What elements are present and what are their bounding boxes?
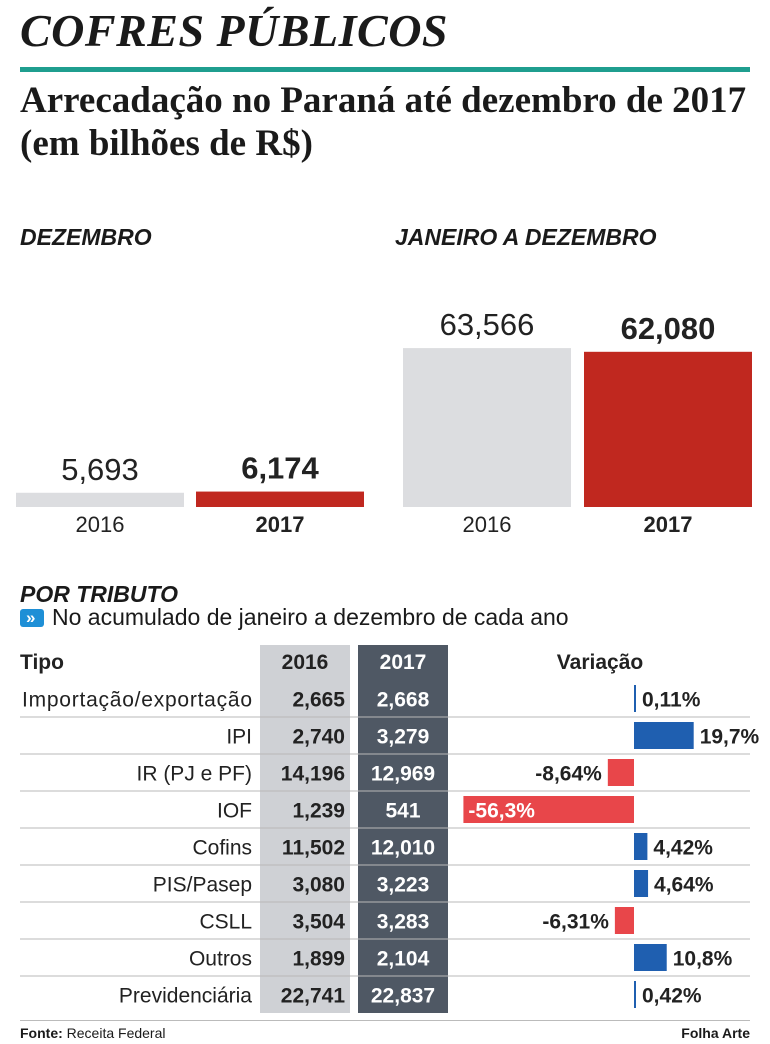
double-chevron-icon: [20, 608, 44, 627]
section-label-dezembro: DEZEMBRO: [20, 224, 152, 250]
row-value-2017: 2,104: [377, 948, 430, 971]
value-label: 5,693: [61, 452, 139, 487]
credit: Folha Arte: [681, 1025, 750, 1041]
source-value: Receita Federal: [66, 1025, 166, 1041]
value-label: 63,566: [440, 307, 535, 342]
category-label: 2016: [463, 512, 512, 537]
accent-rule: [20, 67, 750, 72]
variation-label: -56,3%: [468, 800, 535, 823]
variation-bar: [614, 907, 634, 934]
variation-label: 0,11%: [642, 689, 701, 712]
category-label: 2017: [256, 512, 305, 537]
value-label: 6,174: [241, 451, 319, 486]
row-value-2016: 3,080: [292, 874, 345, 897]
row-value-2017: 3,283: [377, 911, 430, 934]
bar-jan-dez-2016: [403, 348, 571, 507]
variation-label: 19,7%: [700, 726, 760, 749]
row-tipo: IOF: [217, 800, 252, 823]
column-2016-bg: [260, 645, 350, 1013]
row-tipo: PIS/Pasep: [153, 874, 252, 897]
row-value-2016: 14,196: [281, 763, 345, 786]
header-variacao: Variação: [557, 651, 643, 674]
bar-dezembro-2016: [16, 492, 184, 507]
variation-bar: [634, 981, 636, 1008]
row-tipo: Importação/exportação: [22, 689, 252, 712]
variation-label: 10,8%: [673, 948, 733, 971]
row-value-2017: 12,010: [371, 837, 435, 860]
variation-bar: [634, 833, 648, 860]
row-value-2016: 22,741: [281, 985, 346, 1008]
bar-jan-dez-2017: [584, 351, 752, 507]
header-tipo: Tipo: [20, 651, 64, 674]
source-line: Fonte: Receita Federal: [20, 1023, 165, 1043]
bar-dezembro-2017: [196, 491, 364, 507]
variation-label: 0,42%: [642, 985, 702, 1008]
footer: Fonte: Receita Federal Folha Arte: [20, 1020, 750, 1041]
value-label: 62,080: [621, 311, 716, 346]
variation-label: 4,42%: [653, 837, 713, 860]
variation-label: 4,64%: [654, 874, 714, 897]
category-label: 2016: [76, 512, 125, 537]
variation-bar: [634, 722, 694, 749]
row-value-2016: 11,502: [282, 837, 345, 860]
variation-bar: [634, 870, 649, 897]
category-label: 2017: [644, 512, 693, 537]
source-label: Fonte:: [20, 1025, 63, 1041]
bar-charts: 5,693 2016 6,174 2017 63,566 2016 62,080 2017: [16, 307, 752, 537]
chart-title: Arrecadação no Paraná até dezembro de 20…: [20, 80, 747, 164]
row-tipo: Outros: [189, 948, 252, 971]
variation-label: -8,64%: [535, 763, 602, 786]
row-value-2017: 12,969: [371, 763, 435, 786]
variation-bar: [607, 759, 634, 786]
header-2017: 2017: [380, 651, 427, 674]
row-value-2016: 3,504: [292, 911, 345, 934]
row-tipo: Previdenciária: [119, 985, 252, 1008]
row-value-2017: 3,279: [377, 726, 430, 749]
header-2016: 2016: [282, 651, 329, 674]
row-value-2017: 2,668: [377, 689, 430, 712]
row-value-2016: 2,740: [292, 726, 345, 749]
table-note-text: No acumulado de janeiro a dezembro de ca…: [52, 604, 569, 630]
table-note: No acumulado de janeiro a dezembro de ca…: [20, 604, 569, 632]
variation-label: -6,31%: [542, 911, 609, 934]
row-value-2017: 22,837: [371, 985, 435, 1008]
row-value-2016: 1,899: [292, 948, 345, 971]
row-tipo: IPI: [226, 726, 252, 749]
row-value-2016: 1,239: [292, 800, 345, 823]
row-tipo: IR (PJ e PF): [136, 763, 252, 786]
row-value-2016: 2,665: [292, 689, 345, 712]
section-label-por-tributo: POR TRIBUTO: [20, 581, 179, 607]
variation-bar: [634, 944, 667, 971]
row-value-2017: 541: [385, 800, 420, 823]
variation-bar: [634, 685, 636, 712]
row-value-2017: 3,223: [377, 874, 430, 897]
row-tipo: Cofins: [192, 837, 252, 860]
column-2017-bg: [358, 645, 448, 1013]
row-tipo: CSLL: [199, 911, 252, 934]
section-label-janeiro-a-dezembro: JANEIRO A DEZEMBRO: [395, 224, 657, 250]
kicker-title: COFRES PÚBLICOS: [20, 5, 449, 56]
variation-bar: [463, 796, 634, 823]
